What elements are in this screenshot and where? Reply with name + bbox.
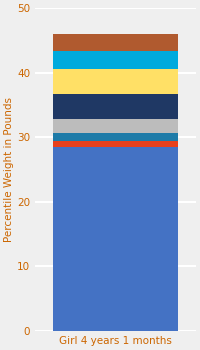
- Bar: [53, 94, 178, 119]
- Bar: [53, 34, 178, 51]
- Bar: [53, 133, 178, 141]
- Bar: [53, 141, 178, 147]
- Bar: [53, 51, 178, 70]
- Bar: [53, 147, 178, 331]
- Bar: [53, 70, 178, 94]
- Y-axis label: Percentile Weight in Pounds: Percentile Weight in Pounds: [4, 97, 14, 242]
- Bar: [53, 119, 178, 133]
